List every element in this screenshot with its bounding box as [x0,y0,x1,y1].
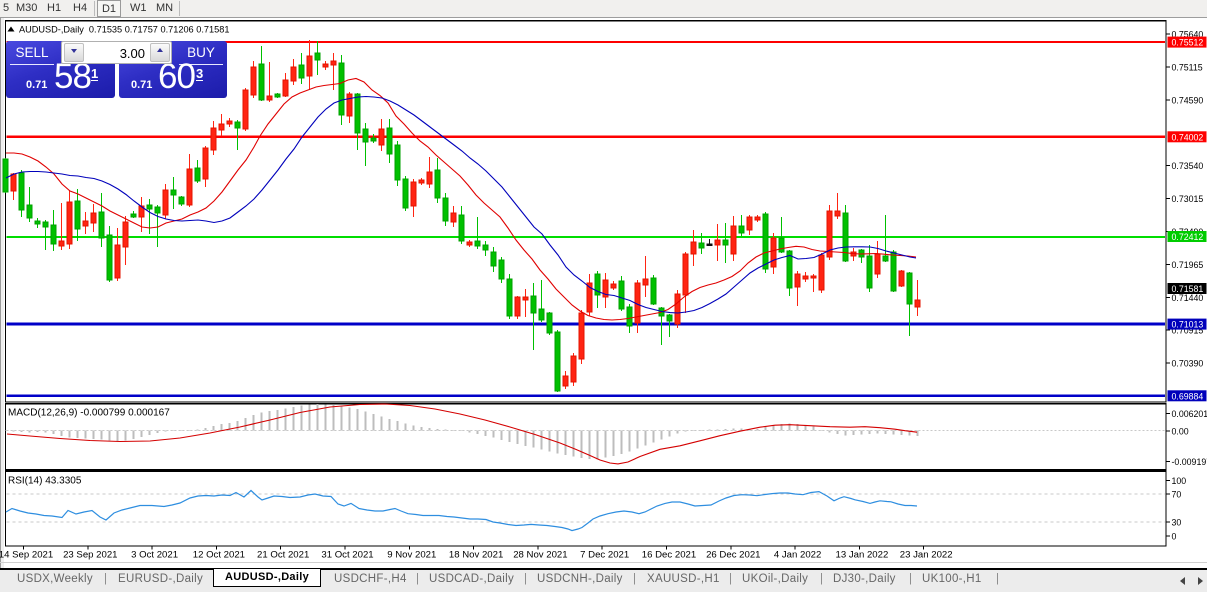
svg-text:0.71440: 0.71440 [1172,293,1204,303]
svg-text:0.69884: 0.69884 [1172,391,1204,401]
svg-text:0: 0 [1172,532,1177,542]
svg-text:0.74002: 0.74002 [1172,132,1204,142]
svg-text:4 Jan 2022: 4 Jan 2022 [774,550,821,561]
svg-text:0.74590: 0.74590 [1172,95,1204,105]
svg-text:30: 30 [1172,517,1182,527]
svg-text:RSI(14) 43.3305: RSI(14) 43.3305 [8,476,82,487]
svg-text:0.73015: 0.73015 [1172,194,1204,204]
svg-text:MACD(12,26,9) -0.000799 0.0001: MACD(12,26,9) -0.000799 0.000167 [8,408,170,419]
svg-text:0.71581: 0.71581 [1172,284,1204,294]
svg-text:0.75640: 0.75640 [1172,30,1204,40]
svg-text:21 Oct 2021: 21 Oct 2021 [257,550,309,561]
svg-text:0.75512: 0.75512 [1172,38,1204,48]
svg-text:0.75115: 0.75115 [1172,63,1203,73]
svg-text:0.006201: 0.006201 [1172,409,1207,419]
svg-text:-0.009197: -0.009197 [1172,457,1207,467]
svg-text:23 Jan 2022: 23 Jan 2022 [900,550,953,561]
svg-text:100: 100 [1172,476,1187,486]
svg-text:0.72412: 0.72412 [1172,232,1204,242]
svg-text:23 Sep 2021: 23 Sep 2021 [63,550,117,561]
svg-text:0.73540: 0.73540 [1172,161,1204,171]
svg-text:14 Sep 2021: 14 Sep 2021 [0,550,53,561]
svg-text:13 Jan 2022: 13 Jan 2022 [835,550,888,561]
svg-text:7 Dec 2021: 7 Dec 2021 [580,550,629,561]
svg-text:12 Oct 2021: 12 Oct 2021 [193,550,245,561]
svg-text:0.71013: 0.71013 [1172,320,1204,330]
svg-text:28 Nov 2021: 28 Nov 2021 [513,550,567,561]
svg-text:AUDUSD-,Daily 0.71535 0.71757: AUDUSD-,Daily 0.71535 0.71757 0.71206 0.… [19,25,229,35]
svg-text:0.70390: 0.70390 [1172,359,1204,369]
svg-text:9 Nov 2021: 9 Nov 2021 [387,550,436,561]
svg-text:31 Oct 2021: 31 Oct 2021 [321,550,373,561]
svg-text:16 Dec 2021: 16 Dec 2021 [642,550,696,561]
svg-text:0.70915: 0.70915 [1172,326,1204,336]
svg-text:18 Nov 2021: 18 Nov 2021 [449,550,503,561]
svg-text:3 Oct 2021: 3 Oct 2021 [131,550,178,561]
svg-text:70: 70 [1172,490,1182,500]
svg-text:0.00: 0.00 [1172,426,1189,436]
svg-text:26 Dec 2021: 26 Dec 2021 [706,550,760,561]
svg-text:0.71965: 0.71965 [1172,260,1204,270]
